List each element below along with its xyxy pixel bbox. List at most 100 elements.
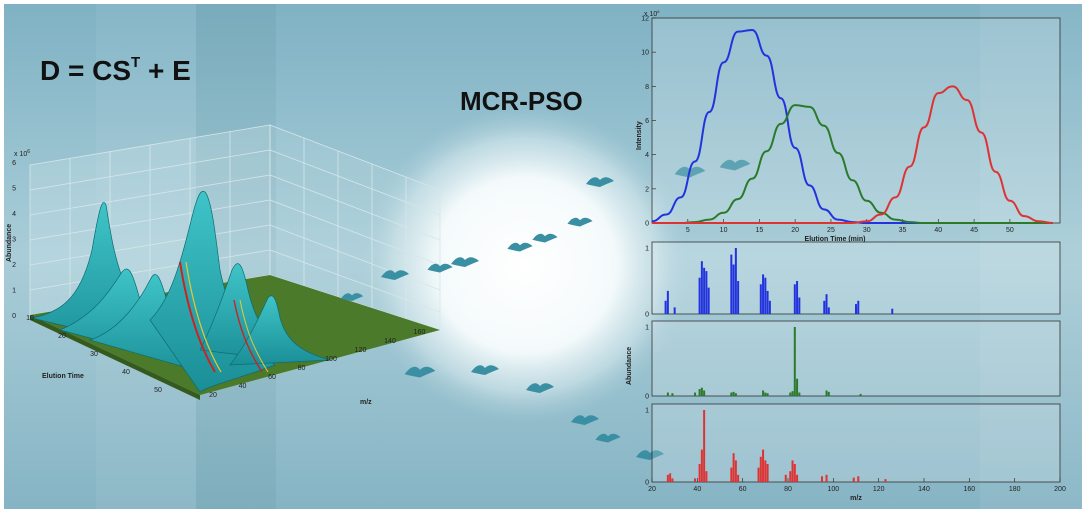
- red-spectrum-bar: [734, 460, 737, 482]
- equation-text: D = CST + E: [40, 54, 191, 86]
- bird-silhouette: [595, 433, 621, 443]
- blue-spectrum-bar: [827, 307, 830, 314]
- blue-spectrum-bar: [705, 271, 708, 314]
- green-spectrum-bar: [798, 392, 801, 396]
- chromatogram-frame: [651, 17, 1061, 224]
- spectrum-frame-green: [651, 320, 1061, 397]
- y-tick-label: 2: [645, 186, 649, 193]
- y-tick-label: 10: [641, 50, 649, 57]
- x-tick-label: 40: [934, 227, 942, 234]
- spectrum-frame-blue: [651, 241, 1061, 315]
- red-streak: [233, 299, 263, 373]
- chromatogram-lines: [651, 28, 1053, 225]
- mz-tick-label: 180: [1009, 486, 1021, 493]
- x-tick-label: 45: [970, 227, 978, 234]
- red-spectrum-bar: [789, 471, 792, 482]
- z-tick-label: 6: [12, 160, 16, 167]
- y-tick-label: 0: [645, 221, 649, 228]
- red-spectrum-bar: [703, 410, 706, 482]
- surface-highlights: [179, 261, 269, 373]
- red-spectrum-bar: [857, 476, 860, 482]
- x-tick-label: 35: [899, 227, 907, 234]
- mz-tick-label-3d: 140: [384, 338, 396, 345]
- red-spectrum-bar: [784, 474, 787, 482]
- blue-spectrum-bar: [766, 290, 769, 314]
- red-spectrum-bar: [793, 464, 796, 482]
- bird-silhouette: [381, 270, 409, 280]
- red-spectrum-bar: [669, 473, 672, 482]
- red-spectrum-bar: [821, 476, 823, 482]
- spectrum-bars: [664, 248, 894, 482]
- mz-axis-ticks: 20 40 60 80 100 120 140 160: [209, 329, 425, 399]
- bird-silhouette: [526, 383, 554, 393]
- yellow-streak: [239, 299, 269, 373]
- mz-tick-label: 100: [827, 486, 839, 493]
- bird-silhouette: [507, 242, 533, 252]
- red-spectrum-bar: [737, 474, 740, 482]
- green-spectrum-bar: [700, 387, 703, 396]
- z-multiplier: x 106: [14, 149, 30, 158]
- elution-axis-label: Elution Time: [42, 373, 84, 380]
- bird-silhouette: [567, 217, 593, 227]
- red-streak: [179, 261, 216, 373]
- mz-tick-label: 80: [784, 486, 792, 493]
- spectrum-y-tick-label: 0: [645, 394, 649, 401]
- blue-spectrum-bar: [823, 300, 826, 314]
- green-elution-profile: [651, 104, 1053, 225]
- moon-glow: [360, 107, 690, 423]
- red-spectrum-bar: [884, 479, 887, 482]
- spectrum-y-tick-label: 1: [645, 325, 649, 332]
- y-tick-label: 8: [645, 84, 649, 91]
- red-spectrum-bar: [759, 456, 762, 482]
- red-spectrum-bar: [852, 477, 855, 482]
- green-spectrum-bar: [730, 392, 733, 396]
- spectrum-y-tick-label: 0: [645, 312, 649, 319]
- yellow-streak: [185, 261, 222, 373]
- mz-axis-label-3d: m/z: [360, 399, 372, 406]
- bird-flock: [340, 159, 751, 460]
- y-tick-label: 4: [645, 152, 649, 159]
- blue-spectrum-bar: [759, 284, 762, 314]
- z-tick-label: 4: [12, 211, 16, 218]
- blue-spectrum-bar: [666, 290, 669, 314]
- z-tick-label: 3: [12, 237, 16, 244]
- z-tick-label: 5: [12, 186, 16, 193]
- red-spectrum-bar: [796, 474, 799, 482]
- mz-tick-label: 20: [648, 486, 656, 493]
- bird-silhouette: [571, 415, 599, 425]
- x-tick-label: 20: [791, 227, 799, 234]
- bird-silhouette: [427, 263, 453, 273]
- mz-tick-label: 140: [918, 486, 930, 493]
- spectrum-y-tick-label: 1: [645, 408, 649, 415]
- red-spectrum-bar: [757, 467, 760, 482]
- red-spectrum-bar: [700, 449, 703, 482]
- blue-spectrum-bar: [737, 281, 740, 314]
- blue-spectrum-bar: [891, 308, 894, 314]
- green-spectrum-bar: [859, 393, 862, 396]
- mz-tick-label: 200: [1054, 486, 1066, 493]
- blue-spectrum-bar: [730, 254, 733, 314]
- mz-tick-label: 60: [739, 486, 747, 493]
- green-spectrum-bar: [827, 391, 830, 396]
- mz-tick-label-3d: 120: [355, 347, 367, 354]
- mz-tick-label-3d: 20: [209, 392, 217, 399]
- blue-spectrum-bar: [664, 300, 667, 314]
- green-spectrum-bar: [698, 389, 701, 396]
- mz-tick-label: 120: [873, 486, 885, 493]
- x-tick-label: 5: [686, 227, 690, 234]
- bird-silhouette: [340, 293, 364, 301]
- red-spectrum-bar: [671, 478, 674, 482]
- green-spectrum-bar: [694, 392, 697, 396]
- blue-spectrum-bar: [855, 304, 857, 314]
- intensity-multiplier: x 106: [644, 9, 660, 18]
- spectrum-y-tick-label: 1: [645, 246, 649, 253]
- z-axis-label: Abundance: [6, 224, 13, 262]
- green-spectrum-bar: [734, 393, 737, 396]
- red-spectrum-bar: [666, 474, 669, 482]
- z-tick-label: 1: [12, 288, 16, 295]
- red-elution-profile: [651, 85, 1053, 225]
- blue-spectrum-bar: [762, 274, 765, 314]
- intensity-axis-label: Intensity: [636, 121, 643, 150]
- z-tick-label: 2: [12, 262, 16, 269]
